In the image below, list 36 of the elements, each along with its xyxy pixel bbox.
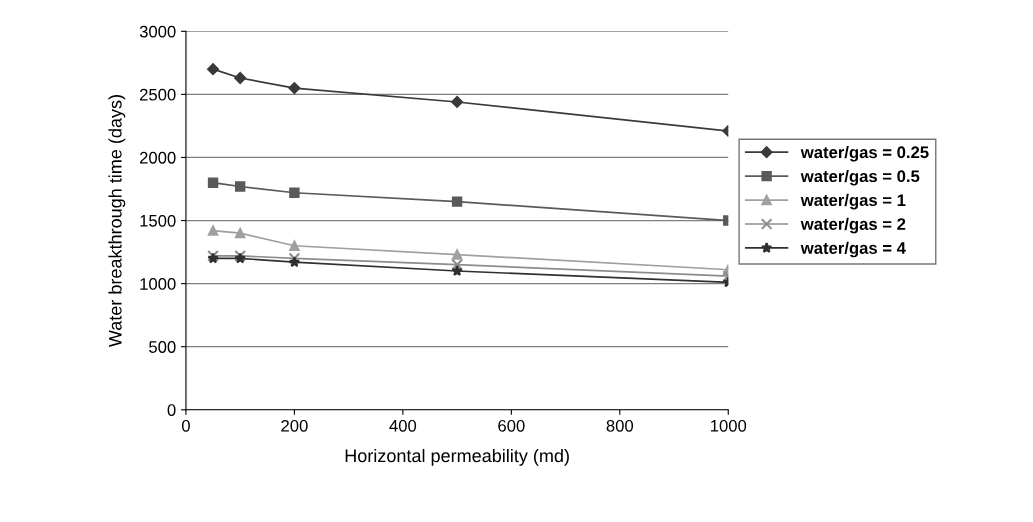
point [288,256,301,268]
point [451,96,464,108]
x-tick-label: 800 [606,419,634,432]
point [451,196,463,207]
legend-label: water/gas = 4 [800,241,906,258]
point [451,249,463,260]
y-tick-label: 2000 [139,151,176,164]
y-tick-label: 1500 [140,214,176,227]
legend-label: water/gas = 0.25 [800,145,929,162]
x-tick-label: 600 [498,419,525,432]
point [207,177,219,188]
x-axis-title: Horizontal permeability (md) [345,448,569,466]
x-tick-label: 200 [281,419,308,432]
point [288,82,301,95]
y-tick-label: 3000 [139,25,176,38]
legend-label: water/gas = 2 [800,217,906,234]
point [288,252,301,265]
y-axis-title: Water breakthrough time (days) [108,95,126,348]
y-tick-label: 500 [149,341,176,353]
x-tick-label: 400 [389,419,417,432]
legend-label: water/gas = 1 [800,193,906,210]
point [234,72,247,84]
x-tick-label: 1000 [711,419,747,432]
point [451,265,463,276]
y-tick-label: 0 [167,404,176,416]
x-tick-label: 0 [181,419,190,432]
point [207,225,219,236]
point [289,240,300,251]
legend-label: water/gas = 0.5 [800,169,920,186]
point [289,187,300,198]
y-tick-label: 2500 [139,88,176,101]
point [234,227,246,239]
point [451,258,463,271]
point [207,63,220,76]
y-tick-label: 1000 [140,278,176,290]
point [234,181,246,192]
